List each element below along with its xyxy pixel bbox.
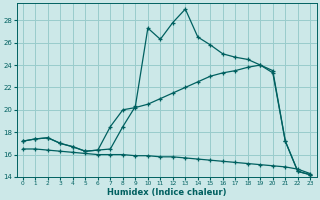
X-axis label: Humidex (Indice chaleur): Humidex (Indice chaleur) bbox=[107, 188, 226, 197]
